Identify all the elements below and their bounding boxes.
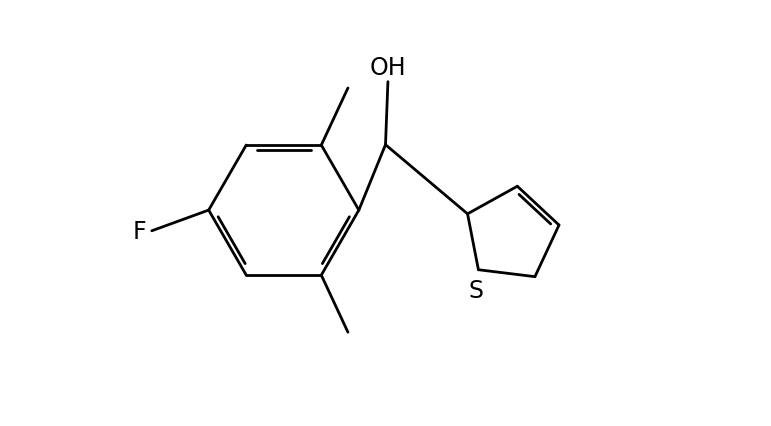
Text: F: F: [133, 219, 146, 243]
Text: S: S: [469, 279, 483, 303]
Text: OH: OH: [369, 56, 406, 80]
